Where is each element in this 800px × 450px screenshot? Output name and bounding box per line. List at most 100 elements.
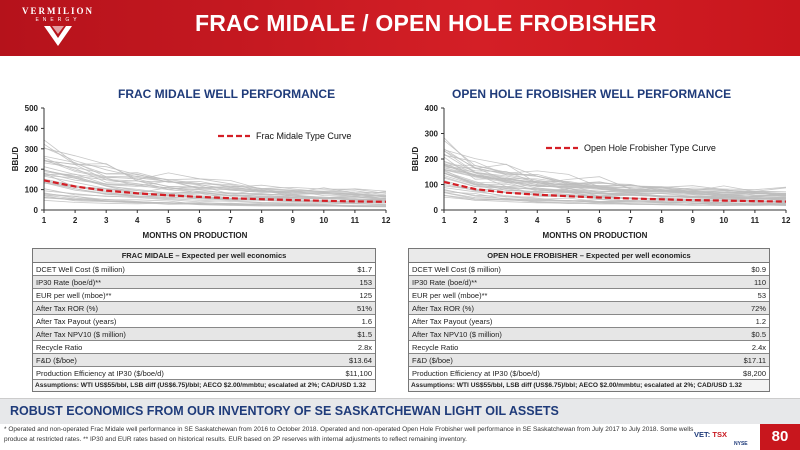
row-label: After Tax NPV10 ($ million) (412, 330, 502, 339)
row-label: After Tax ROR (%) (412, 304, 474, 313)
chart-title-midale: FRAC MIDALE WELL PERFORMANCE (118, 87, 336, 101)
row-label: IP30 Rate (boe/d)** (412, 278, 478, 287)
table-row: Recycle Ratio 2.8x (33, 341, 375, 354)
row-value: 153 (359, 278, 372, 287)
row-value: 125 (359, 291, 372, 300)
y-tick-label: 300 (25, 145, 39, 154)
row-label: Recycle Ratio (36, 343, 83, 352)
table-row: Production Efficiency at IP30 ($/boe/d) $… (33, 367, 375, 380)
well-line (443, 169, 787, 199)
well-line (43, 188, 387, 206)
well-line (443, 196, 787, 207)
row-label: Production Efficiency at IP30 ($/boe/d) (36, 369, 164, 378)
chart-title-frobisher: OPEN HOLE FROBISHER WELL PERFORMANCE (452, 87, 732, 101)
well-line (443, 148, 787, 196)
table-row: Recycle Ratio 2.4x (409, 341, 769, 354)
row-label: IP30 Rate (boe/d)** (36, 278, 102, 287)
y-tick-label: 200 (425, 155, 439, 164)
midale-economics-table: FRAC MIDALE – Expected per well economic… (32, 248, 376, 392)
nyse-label: NYSE (734, 441, 748, 447)
row-value: 53 (757, 291, 766, 300)
well-line (43, 147, 387, 192)
tsx-label: TSX (712, 430, 727, 439)
y-axis-label: BBL/D (11, 147, 20, 172)
row-value: $11,100 (345, 369, 372, 378)
footnote: * Operated and non-operated Frac Midale … (4, 426, 694, 443)
x-tick-label: 9 (691, 216, 696, 225)
row-label: F&D ($/boe) (36, 356, 77, 365)
header-bar: VERMILION ENERGY FRAC MIDALE / OPEN HOLE… (0, 0, 800, 56)
table-row: DCET Well Cost ($ million) $1.7 (33, 263, 375, 276)
table-row: Production Efficiency at IP30 ($/boe/d) $… (409, 367, 769, 380)
well-line (443, 194, 787, 206)
x-tick-label: 6 (197, 216, 202, 225)
frobisher-economics-table: OPEN HOLE FROBISHER – Expected per well … (408, 248, 770, 392)
table-row: After Tax NPV10 ($ million) $1.5 (33, 328, 375, 341)
row-label: EUR per well (mboe)** (412, 291, 488, 300)
y-tick-label: 100 (25, 186, 39, 195)
table-row: After Tax ROR (%) 72% (409, 302, 769, 315)
well-line (43, 155, 387, 197)
row-value: $8,200 (743, 369, 766, 378)
well-line (43, 143, 387, 194)
well-line (443, 150, 787, 195)
table-row: EUR per well (mboe)** 125 (33, 289, 375, 302)
well-line (43, 169, 387, 202)
x-tick-label: 5 (566, 216, 571, 225)
x-tick-label: 4 (135, 216, 140, 225)
well-line (443, 162, 787, 197)
row-value: $13.64 (349, 356, 372, 365)
row-label: EUR per well (mboe)** (36, 291, 112, 300)
x-tick-label: 12 (782, 216, 791, 225)
x-axis-label: MONTHS ON PRODUCTION (543, 231, 648, 240)
y-tick-label: 200 (25, 165, 39, 174)
x-tick-label: 4 (535, 216, 540, 225)
table-row: F&D ($/boe) $13.64 (33, 354, 375, 367)
page-title: FRAC MIDALE / OPEN HOLE FROBISHER (195, 10, 657, 36)
table-assumptions: Assumptions: WTI US$55/bbl, LSB diff (US… (409, 380, 769, 391)
x-tick-label: 8 (259, 216, 264, 225)
well-line (443, 192, 787, 205)
row-value: 2.8x (357, 343, 372, 352)
y-tick-label: 100 (425, 181, 439, 190)
table-row: After Tax ROR (%) 51% (33, 302, 375, 315)
x-tick-label: 7 (228, 216, 233, 225)
legend-label: Frac Midale Type Curve (256, 131, 351, 141)
row-value: 72% (750, 304, 766, 313)
well-line (443, 160, 787, 196)
x-tick-label: 1 (442, 216, 447, 225)
type-curve-line (443, 180, 787, 203)
x-tick-label: 12 (382, 216, 391, 225)
well-line (443, 187, 787, 205)
banner-text: ROBUST ECONOMICS FROM OUR INVENTORY OF S… (10, 404, 559, 418)
row-label: After Tax NPV10 ($ million) (36, 330, 126, 339)
table-row: After Tax NPV10 ($ million) $0.5 (409, 328, 769, 341)
row-value: $1.7 (357, 265, 372, 274)
x-tick-label: 3 (104, 216, 109, 225)
legend-label: Open Hole Frobisher Type Curve (584, 143, 716, 153)
row-value: 110 (754, 278, 766, 287)
x-tick-label: 10 (319, 216, 328, 225)
row-label: After Tax ROR (%) (36, 304, 98, 313)
well-line (43, 159, 387, 198)
row-label: DCET Well Cost ($ million) (36, 265, 125, 274)
summary-banner: ROBUST ECONOMICS FROM OUR INVENTORY OF S… (0, 398, 800, 424)
well-line (443, 171, 787, 200)
x-tick-label: 1 (42, 216, 47, 225)
legend-box (542, 141, 726, 155)
row-label: After Tax Payout (years) (36, 317, 117, 326)
table-assumptions: Assumptions: WTI US$55/bbl, LSB diff (US… (33, 380, 375, 391)
page-number: 80 (760, 424, 800, 450)
table-title: OPEN HOLE FROBISHER – Expected per well … (409, 249, 769, 263)
row-label: Recycle Ratio (412, 343, 459, 352)
row-value: $0.5 (751, 330, 766, 339)
row-label: F&D ($/boe) (412, 356, 453, 365)
x-tick-label: 9 (291, 216, 296, 225)
x-tick-label: 5 (166, 216, 171, 225)
row-label: Production Efficiency at IP30 ($/boe/d) (412, 369, 540, 378)
x-tick-label: 10 (719, 216, 728, 225)
x-tick-label: 11 (351, 216, 360, 225)
x-tick-label: 7 (628, 216, 633, 225)
y-tick-label: 400 (425, 104, 439, 113)
